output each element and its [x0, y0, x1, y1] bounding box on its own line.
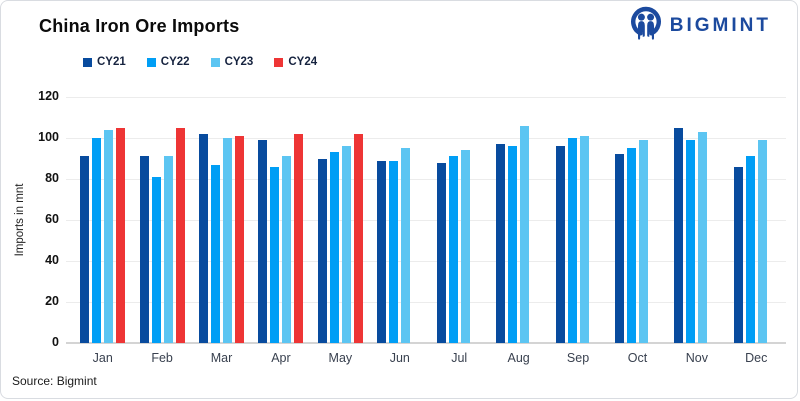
bar-cy23-apr	[282, 156, 292, 343]
bar-cy22-dec	[745, 156, 755, 343]
gridline	[66, 138, 786, 139]
source-note: Source: Bigmint	[12, 374, 97, 388]
bar-cy21-dec	[733, 166, 743, 343]
legend-item-cy23: CY23	[210, 56, 254, 68]
x-tick-label: Aug	[507, 351, 530, 365]
bar-cy21-jun	[377, 160, 387, 343]
gridline	[66, 261, 786, 262]
chart-title: China Iron Ore Imports	[39, 16, 240, 36]
x-tick-label: Dec	[745, 351, 768, 365]
x-tick-label: Mar	[210, 351, 233, 365]
legend-swatch-cy21	[83, 57, 92, 67]
y-tick-label: 100	[38, 130, 59, 144]
x-tick-label: Nov	[685, 351, 708, 365]
bar-cy21-may	[317, 158, 327, 343]
gridline	[66, 302, 786, 303]
bar-cy22-may	[329, 152, 339, 343]
bar-cy22-jan	[92, 138, 102, 343]
bar-cy24-jan	[116, 127, 126, 343]
legend-item-cy22: CY22	[146, 56, 190, 68]
y-tick-label: 60	[45, 212, 59, 226]
bar-cy22-nov	[686, 140, 696, 343]
bar-cy24-may	[353, 133, 363, 343]
x-tick-label: Sep	[566, 351, 590, 365]
bar-cy23-feb	[163, 156, 173, 343]
bar-cy21-nov	[674, 127, 684, 343]
gridline	[66, 97, 786, 98]
bar-cy23-aug	[520, 125, 530, 343]
bar-cy24-mar	[235, 135, 245, 343]
legend-swatch-cy24	[274, 57, 284, 67]
y-tick-label: 0	[52, 335, 59, 349]
bar-cy23-sep	[579, 135, 589, 343]
x-tick-label: Jun	[389, 351, 410, 365]
bar-cy21-jul	[436, 162, 446, 343]
bar-cy21-aug	[496, 144, 506, 343]
gridline	[66, 179, 786, 180]
bar-cy21-apr	[258, 140, 268, 343]
bar-cy21-jan	[80, 156, 90, 343]
y-tick-label: 80	[45, 171, 59, 185]
bar-cy23-oct	[638, 140, 648, 343]
y-tick-label: 120	[38, 89, 59, 103]
bar-cy22-jul	[448, 156, 458, 343]
x-tick-label: Feb	[151, 351, 173, 365]
bar-cy23-jan	[104, 129, 114, 343]
x-tick-label: May	[328, 351, 353, 365]
brand-logo: BIGMINT	[629, 6, 771, 46]
bar-cy21-feb	[139, 156, 149, 343]
legend-item-cy24: CY24	[274, 56, 317, 68]
bar-cy21-oct	[614, 154, 624, 343]
brand-name: BIGMINT	[669, 15, 771, 36]
bigmint-logo-icon	[629, 6, 663, 46]
x-tick-label: Oct	[627, 351, 648, 365]
legend-swatch-cy22	[146, 57, 156, 67]
bar-cy22-sep	[567, 138, 577, 343]
bar-cy23-may	[341, 146, 351, 343]
legend-label: CY23	[224, 56, 254, 68]
gridline	[66, 220, 786, 221]
bar-cy22-mar	[211, 164, 221, 343]
bar-cy22-apr	[270, 166, 280, 343]
legend: CY21 CY22 CY23 CY24	[83, 56, 317, 68]
bar-cy24-apr	[294, 133, 304, 343]
bar-cy22-aug	[508, 146, 518, 343]
bar-cy21-mar	[199, 133, 209, 343]
y-tick-label: 40	[45, 253, 59, 267]
bar-cy24-feb	[175, 127, 185, 343]
y-tick-label: 20	[45, 294, 59, 308]
bar-cy22-feb	[151, 176, 161, 343]
x-tick-label: Jul	[451, 351, 468, 365]
legend-swatch-cy23	[210, 57, 220, 67]
legend-item-cy21: CY21	[83, 56, 126, 68]
bar-cy22-oct	[626, 148, 636, 343]
bar-cy23-dec	[757, 140, 767, 343]
x-tick-label: Jan	[92, 351, 113, 365]
legend-label: CY21	[97, 56, 126, 68]
bar-cy23-nov	[698, 131, 708, 343]
x-axis-baseline	[66, 342, 786, 344]
plot-area: 0 20 40 60 80 100 120 Jan Feb Mar Apr May Jun Jul Aug S…	[38, 89, 786, 365]
bar-cy22-jun	[389, 160, 399, 343]
legend-label: CY24	[288, 56, 318, 68]
x-tick-label: Apr	[271, 351, 291, 365]
bar-cy23-mar	[223, 138, 233, 343]
bar-cy23-jul	[460, 150, 470, 343]
legend-label: CY22	[160, 56, 190, 68]
bar-cy21-sep	[555, 146, 565, 343]
bar-cy23-jun	[401, 148, 411, 343]
